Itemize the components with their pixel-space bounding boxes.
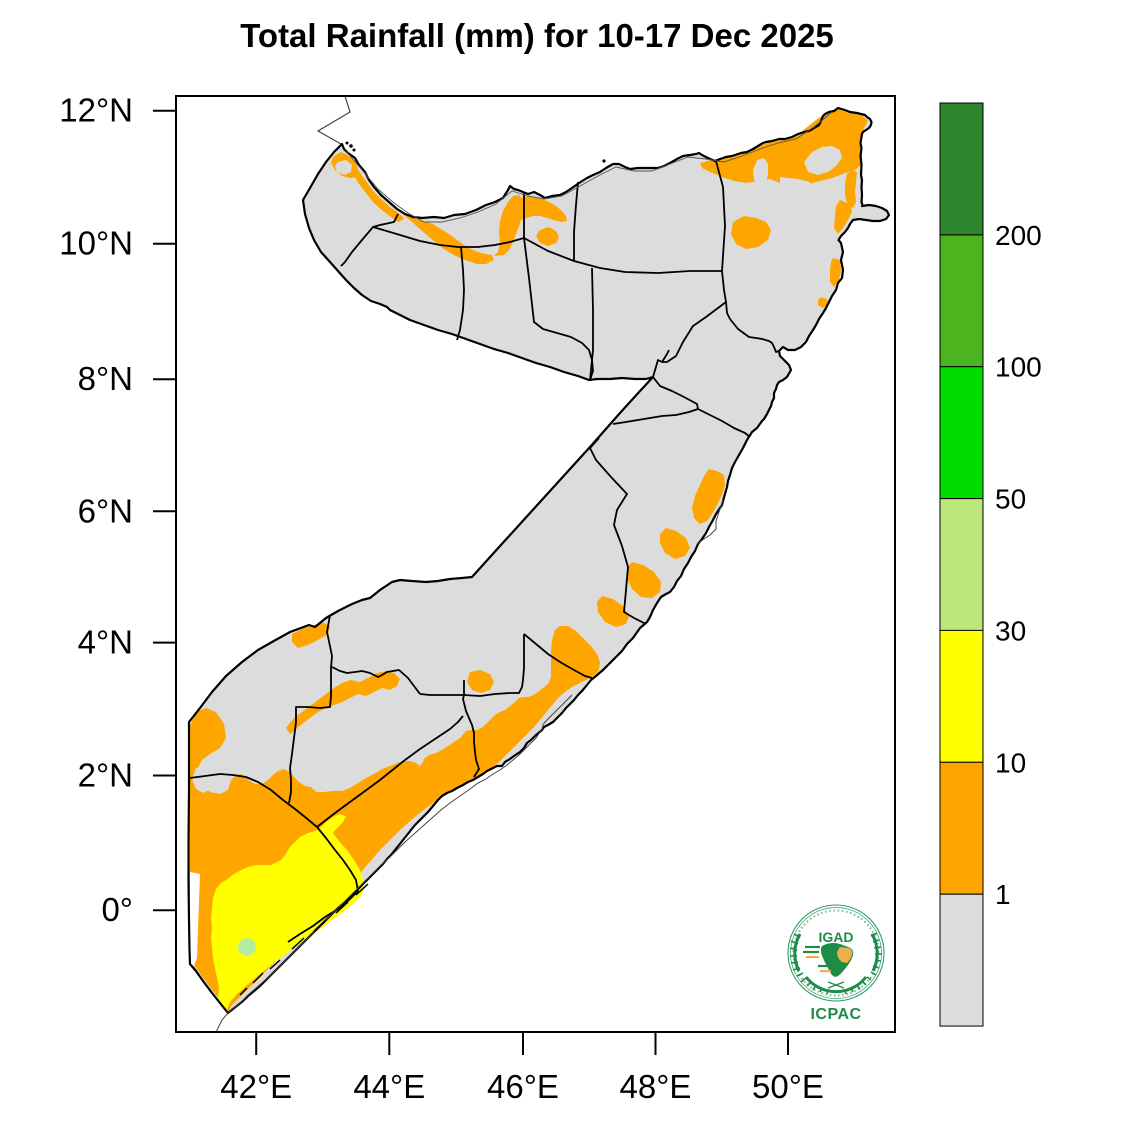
svg-text:10: 10 — [995, 747, 1026, 778]
svg-text:200: 200 — [995, 220, 1042, 251]
svg-text:Total Rainfall (mm) for 10-17: Total Rainfall (mm) for 10-17 Dec 2025 — [240, 17, 834, 54]
svg-text:50°E: 50°E — [752, 1068, 824, 1105]
svg-text:8°N: 8°N — [78, 360, 133, 397]
svg-text:0°: 0° — [101, 891, 133, 928]
svg-text:100: 100 — [995, 352, 1042, 383]
svg-text:10°N: 10°N — [59, 225, 133, 262]
svg-text:46°E: 46°E — [487, 1068, 559, 1105]
svg-text:30: 30 — [995, 615, 1026, 646]
svg-text:48°E: 48°E — [620, 1068, 692, 1105]
svg-text:50: 50 — [995, 484, 1026, 515]
svg-text:12°N: 12°N — [59, 92, 133, 129]
svg-text:6°N: 6°N — [78, 492, 133, 529]
svg-text:44°E: 44°E — [353, 1068, 425, 1105]
svg-text:1: 1 — [995, 879, 1011, 910]
svg-text:ICPAC: ICPAC — [810, 1006, 861, 1023]
svg-text:4°N: 4°N — [78, 624, 133, 661]
svg-text:IGAD: IGAD — [819, 929, 854, 945]
svg-text:2°N: 2°N — [78, 757, 133, 794]
svg-text:42°E: 42°E — [220, 1068, 292, 1105]
